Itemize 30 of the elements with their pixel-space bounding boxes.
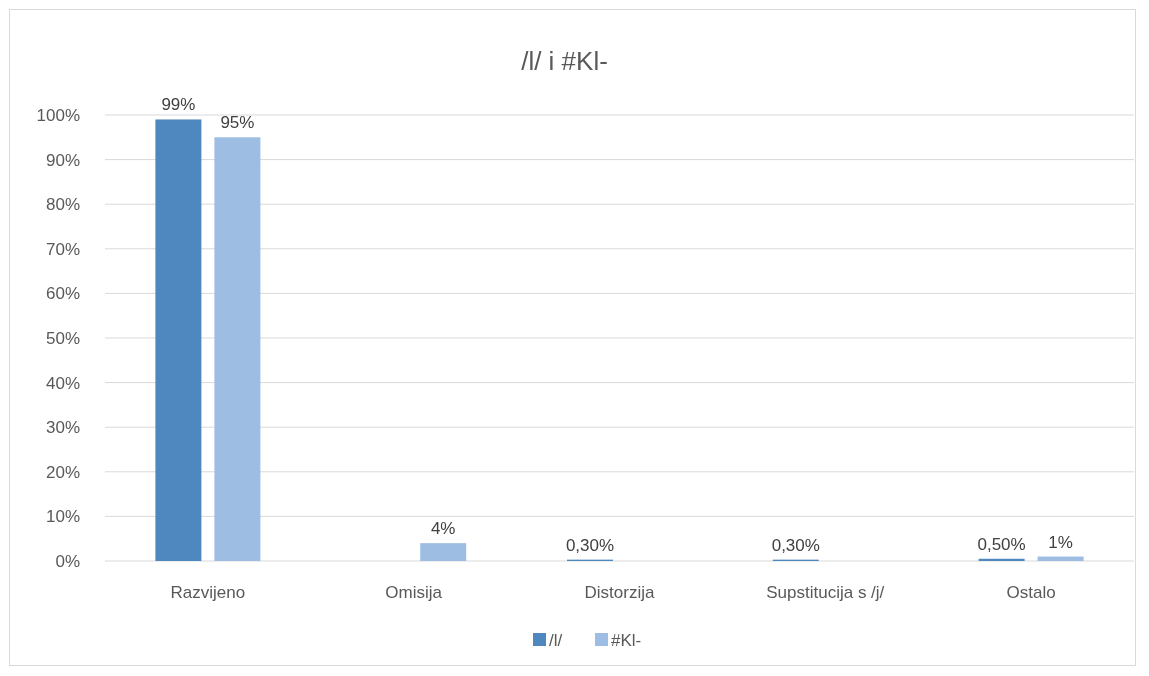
- y-tick-label: 90%: [45, 150, 80, 170]
- data-label: 95%: [220, 113, 255, 133]
- legend-label: #Kl-: [611, 631, 642, 650]
- data-label: 99%: [161, 95, 196, 115]
- x-tick-label: Distorzija: [584, 583, 655, 602]
- x-tick-label: Supstitucija s /j/: [766, 583, 885, 602]
- y-tick-label: 70%: [45, 239, 80, 259]
- chart-title: /l/ i #Kl-: [521, 46, 608, 76]
- bar: [420, 543, 467, 561]
- data-label: 0,30%: [565, 535, 615, 555]
- y-tick-label: 50%: [45, 328, 80, 348]
- x-tick-label: Razvijeno: [170, 583, 246, 602]
- y-tick-label: 80%: [45, 195, 80, 215]
- legend-label: /l/: [549, 631, 563, 650]
- y-tick-label: 20%: [45, 462, 80, 482]
- y-tick-label: 10%: [45, 507, 80, 527]
- bar: [1037, 556, 1084, 561]
- bar: [214, 137, 261, 561]
- y-tick-label: 30%: [45, 418, 80, 438]
- data-label: 1%: [1048, 532, 1073, 552]
- data-label: 4%: [430, 519, 456, 539]
- x-tick-label: Ostalo: [1006, 583, 1056, 602]
- bar: [155, 119, 202, 561]
- x-tick-label: Omisija: [385, 583, 443, 602]
- data-label: 0,30%: [771, 535, 820, 555]
- y-tick-label: 0%: [55, 551, 80, 571]
- data-label: 0,50%: [977, 534, 1026, 554]
- y-tick-label: 100%: [36, 105, 80, 125]
- y-tick-label: 60%: [45, 284, 80, 304]
- y-tick-label: 40%: [45, 373, 80, 393]
